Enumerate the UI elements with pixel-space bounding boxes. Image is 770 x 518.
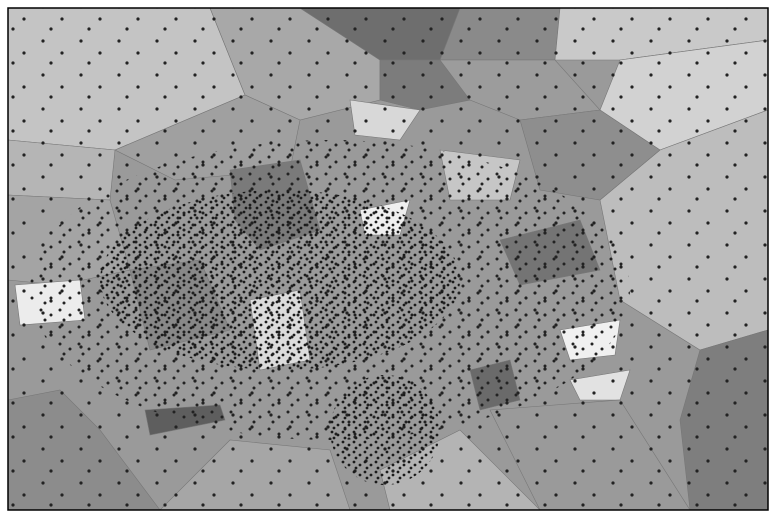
points-dense xyxy=(330,375,440,485)
points-dense xyxy=(100,190,460,370)
points-medium xyxy=(450,285,570,355)
points xyxy=(8,8,768,510)
image-border xyxy=(7,7,769,511)
